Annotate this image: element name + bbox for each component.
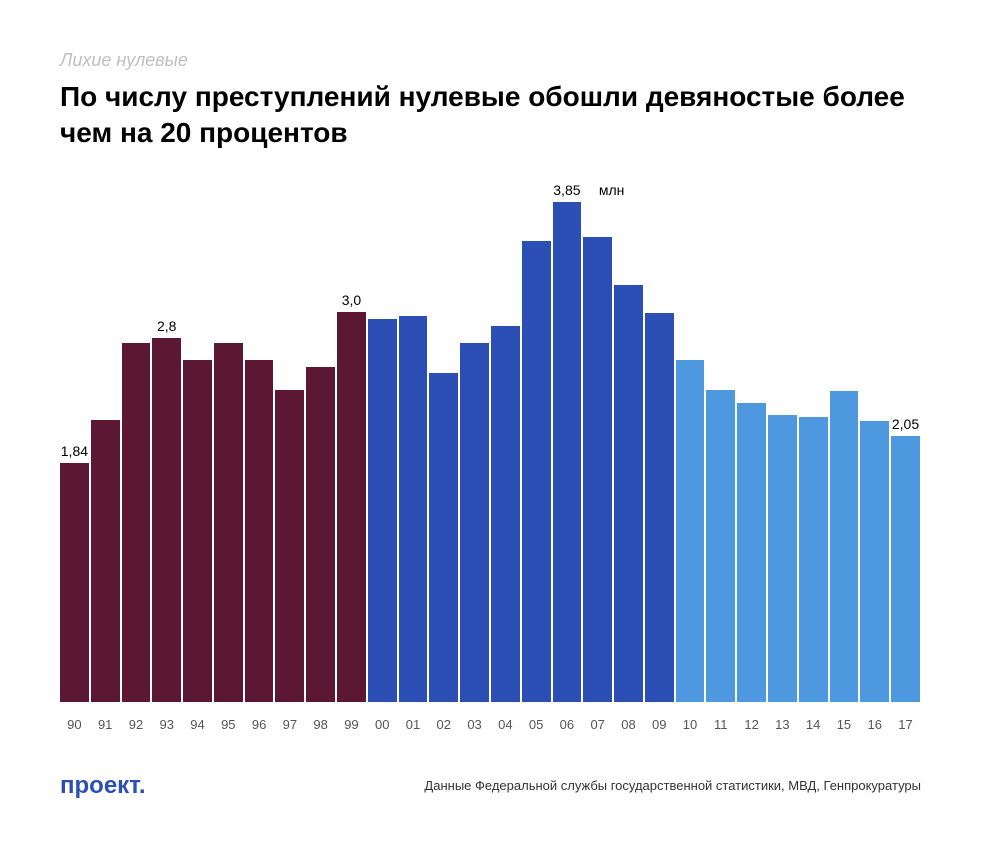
bar (799, 417, 828, 701)
footer: проект. Данные Федеральной службы госуда… (60, 772, 921, 800)
bar (337, 312, 366, 702)
bar-wrapper (676, 360, 705, 702)
x-axis-label: 13 (768, 717, 797, 732)
chart-subtitle: Лихие нулевые (60, 50, 921, 71)
bar-wrapper (522, 241, 551, 702)
x-axis-label: 14 (799, 717, 828, 732)
bar (737, 403, 766, 702)
bar (183, 360, 212, 702)
bar-value-label: 3,0 (342, 292, 361, 308)
bar-wrapper (706, 390, 735, 702)
bar-wrapper: 1,84 (60, 463, 89, 702)
bar-wrapper (491, 326, 520, 701)
bar-wrapper: 3,85млн (553, 202, 582, 702)
bar-value-label: 1,84 (61, 443, 88, 459)
bar-wrapper (583, 237, 612, 702)
bar-value-label: 2,8 (157, 318, 176, 334)
x-axis-label: 06 (553, 717, 582, 732)
bar (152, 338, 181, 702)
bar (553, 202, 582, 702)
bar-wrapper (737, 403, 766, 702)
bar-wrapper (368, 319, 397, 702)
x-axis-label: 16 (860, 717, 889, 732)
bar (891, 436, 920, 702)
bar (122, 343, 151, 701)
bar (706, 390, 735, 702)
x-axis-label: 98 (306, 717, 335, 732)
x-axis-label: 05 (522, 717, 551, 732)
bar (214, 343, 243, 701)
x-axis-label: 90 (60, 717, 89, 732)
bar-value-label: 2,05 (892, 416, 919, 432)
bar-wrapper (460, 343, 489, 701)
bar (522, 241, 551, 702)
bar (830, 391, 859, 701)
x-axis-label: 94 (183, 717, 212, 732)
x-axis-label: 91 (91, 717, 120, 732)
bar-wrapper (183, 360, 212, 702)
x-axis-label: 07 (583, 717, 612, 732)
bar (768, 415, 797, 702)
bar-unit-label: млн (599, 182, 625, 198)
x-axis-label: 03 (460, 717, 489, 732)
bar-wrapper (799, 417, 828, 701)
x-axis-label: 11 (706, 717, 735, 732)
x-axis-label: 09 (645, 717, 674, 732)
x-axis-label: 01 (399, 717, 428, 732)
bar (614, 285, 643, 702)
bar (245, 360, 274, 702)
x-axis: 9091929394959697989900010203040506070809… (60, 717, 920, 732)
chart-title: По числу преступлений нулевые обошли дев… (60, 79, 921, 152)
bar-wrapper (245, 360, 274, 702)
bar (91, 420, 120, 702)
x-axis-label: 00 (368, 717, 397, 732)
bar-wrapper (275, 390, 304, 702)
x-axis-label: 15 (830, 717, 859, 732)
bar-wrapper (768, 415, 797, 702)
chart-area: 1,84 2,8 3,0 3,85млн 2,05 909192939495969798… (60, 192, 920, 732)
x-axis-label: 93 (152, 717, 181, 732)
bars-container: 1,84 2,8 3,0 3,85млн 2,05 (60, 192, 920, 702)
bar-wrapper (399, 316, 428, 702)
bar (429, 373, 458, 702)
bar-wrapper (122, 343, 151, 701)
bar (645, 313, 674, 701)
x-axis-label: 92 (122, 717, 151, 732)
bar (306, 367, 335, 702)
x-axis-label: 96 (245, 717, 274, 732)
bar-wrapper (614, 285, 643, 702)
x-axis-label: 12 (737, 717, 766, 732)
bar (460, 343, 489, 701)
x-axis-label: 97 (275, 717, 304, 732)
x-axis-label: 99 (337, 717, 366, 732)
bar (583, 237, 612, 702)
bar-wrapper (91, 420, 120, 702)
bar (676, 360, 705, 702)
bar-wrapper (306, 367, 335, 702)
x-axis-label: 17 (891, 717, 920, 732)
bar-wrapper (645, 313, 674, 701)
bar (491, 326, 520, 701)
x-axis-label: 10 (676, 717, 705, 732)
bar-wrapper: 3,0 (337, 312, 366, 702)
bar-wrapper: 2,05 (891, 436, 920, 702)
x-axis-label: 04 (491, 717, 520, 732)
x-axis-label: 08 (614, 717, 643, 732)
bar-wrapper (429, 373, 458, 702)
bar-wrapper (214, 343, 243, 701)
bar (399, 316, 428, 702)
x-axis-label: 95 (214, 717, 243, 732)
bar (368, 319, 397, 702)
bar (275, 390, 304, 702)
data-source: Данные Федеральной службы государственно… (424, 778, 921, 793)
bar-wrapper: 2,8 (152, 338, 181, 702)
x-axis-label: 02 (429, 717, 458, 732)
bar-wrapper (830, 391, 859, 701)
bar (860, 421, 889, 702)
logo: проект. (60, 772, 146, 800)
bar-wrapper (860, 421, 889, 702)
bar-value-label: 3,85 (553, 182, 580, 198)
bar (60, 463, 89, 702)
